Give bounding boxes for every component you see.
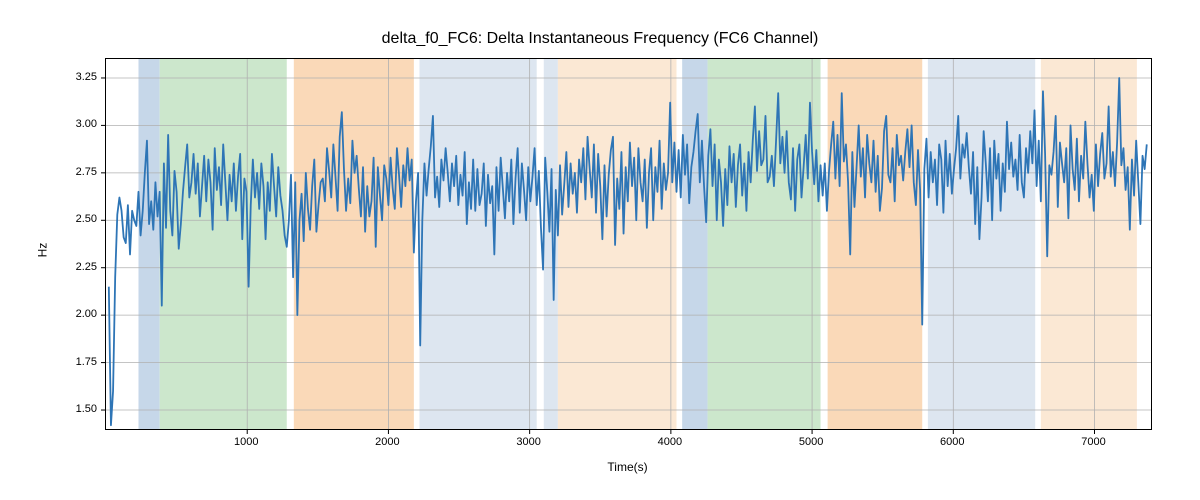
xtick-label: 4000 — [658, 436, 682, 448]
x-axis-label: Time(s) — [105, 460, 1150, 474]
xtick-label: 1000 — [234, 436, 258, 448]
xtick-label: 7000 — [1081, 436, 1105, 448]
shaded-band — [558, 59, 677, 429]
shaded-band — [294, 59, 414, 429]
shaded-band — [928, 59, 1035, 429]
chart-title: delta_f0_FC6: Delta Instantaneous Freque… — [0, 30, 1200, 48]
ytick-label: 2.50 — [65, 213, 97, 225]
shaded-band — [708, 59, 821, 429]
shaded-band — [544, 59, 558, 429]
ytick-label: 3.25 — [65, 71, 97, 83]
ytick-label: 2.25 — [65, 261, 97, 273]
xtick-label: 6000 — [940, 436, 964, 448]
y-axis-label: Hz — [35, 243, 49, 258]
ytick-label: 2.00 — [65, 308, 97, 320]
ytick-label: 1.50 — [65, 403, 97, 415]
plot-svg — [106, 59, 1151, 429]
plot-area — [105, 58, 1152, 430]
xtick-label: 3000 — [516, 436, 540, 448]
ytick-label: 2.75 — [65, 166, 97, 178]
ytick-label: 1.75 — [65, 356, 97, 368]
shaded-band — [682, 59, 707, 429]
ytick-label: 3.00 — [65, 118, 97, 130]
shaded-band — [1041, 59, 1137, 429]
shaded-band — [138, 59, 159, 429]
shaded-band — [420, 59, 537, 429]
xtick-label: 5000 — [799, 436, 823, 448]
xtick-label: 2000 — [375, 436, 399, 448]
figure: delta_f0_FC6: Delta Instantaneous Freque… — [0, 0, 1200, 500]
